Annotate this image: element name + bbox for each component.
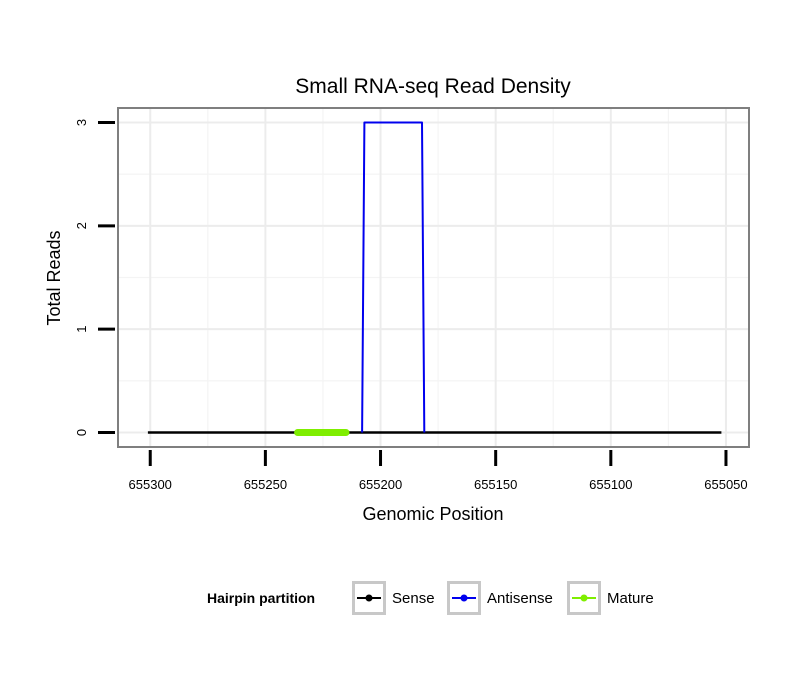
legend-key-point	[580, 594, 588, 602]
x-axis-label: Genomic Position	[362, 504, 503, 524]
legend-label-antisense: Antisense	[487, 590, 553, 607]
x-tick-label: 655200	[359, 477, 402, 492]
x-tick-label: 655300	[129, 477, 172, 492]
x-tick-label: 655150	[474, 477, 517, 492]
y-tick-label: 1	[74, 326, 89, 333]
legend: Hairpin partition Sense Antisense Mature	[207, 581, 654, 615]
legend-items: Sense Antisense Mature	[352, 581, 654, 615]
y-tick-label: 0	[74, 429, 89, 436]
plot-panel-border	[117, 107, 750, 448]
legend-key-point	[460, 594, 468, 602]
x-tick-label: 655100	[589, 477, 632, 492]
x-tick-label: 655250	[244, 477, 287, 492]
x-tick-label: 655050	[704, 477, 747, 492]
grid	[118, 108, 749, 447]
legend-label-sense: Sense	[392, 590, 435, 607]
legend-label-mature: Mature	[607, 590, 654, 607]
chart-title: Small RNA-seq Read Density	[295, 75, 571, 98]
series-layer	[147, 121, 722, 436]
axes: 655300 655250 655200 655150 655100 655050 0 1 2 3	[74, 119, 748, 492]
series-line-antisense	[361, 121, 426, 433]
y-tick-label: 3	[74, 119, 89, 126]
legend-key-point	[365, 594, 373, 602]
y-axis-label: Total Reads	[44, 230, 64, 325]
y-tick-label: 2	[74, 222, 89, 229]
legend-title: Hairpin partition	[207, 590, 315, 606]
